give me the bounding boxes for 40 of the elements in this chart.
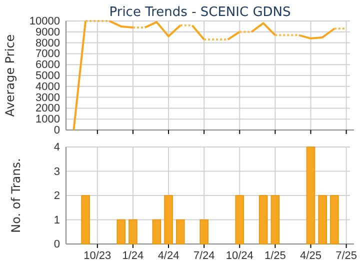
y-tick-label: 9000 — [36, 26, 60, 38]
x-tick-label: 10/24 — [226, 250, 254, 262]
x-tick-label: 4/24 — [158, 250, 180, 262]
y-tick-label: 1000 — [36, 114, 60, 126]
bar — [164, 195, 173, 244]
x-tick-label: 7/24 — [193, 250, 215, 262]
x-tick-label: 4/25 — [300, 250, 322, 262]
y-tick-label: 4000 — [36, 80, 60, 93]
y-tick-label: 4 — [54, 142, 60, 154]
bar — [306, 146, 316, 244]
x-tick-label: 10/23 — [84, 250, 112, 262]
x-tick-label: 7/25 — [336, 250, 358, 262]
bar — [152, 219, 162, 244]
bar — [318, 195, 327, 244]
y-axis-title: Average Price — [3, 34, 17, 117]
y-tick-label: 2000 — [36, 102, 60, 115]
bar — [258, 195, 268, 244]
bar — [81, 195, 90, 244]
y-tick-label: 10000 — [29, 16, 60, 28]
bar — [270, 195, 280, 244]
y-tick-label: 3000 — [36, 92, 60, 104]
y-tick-label: 2 — [54, 190, 60, 202]
y-tick-label: 0 — [54, 238, 60, 251]
y-tick-label: 0 — [54, 124, 60, 137]
bar — [200, 219, 208, 244]
y-tick-label: 8000 — [36, 37, 60, 50]
y-tick-label: 6000 — [36, 59, 60, 72]
bar — [128, 219, 138, 244]
x-tick-label: 1/25 — [264, 250, 286, 262]
bar — [176, 219, 185, 244]
bar — [116, 219, 126, 244]
y-axis-title: No. of Trans. — [9, 158, 23, 233]
bar — [235, 195, 244, 244]
y-tick-label: 7000 — [36, 48, 60, 60]
x-tick-label: 1/24 — [122, 250, 144, 262]
y-tick-label: 5000 — [36, 70, 60, 82]
y-tick-label: 1 — [54, 214, 60, 226]
chart-title: Price Trends - SCENIC GDNS — [109, 5, 291, 20]
y-tick-label: 3 — [54, 166, 60, 178]
bar — [330, 195, 339, 244]
